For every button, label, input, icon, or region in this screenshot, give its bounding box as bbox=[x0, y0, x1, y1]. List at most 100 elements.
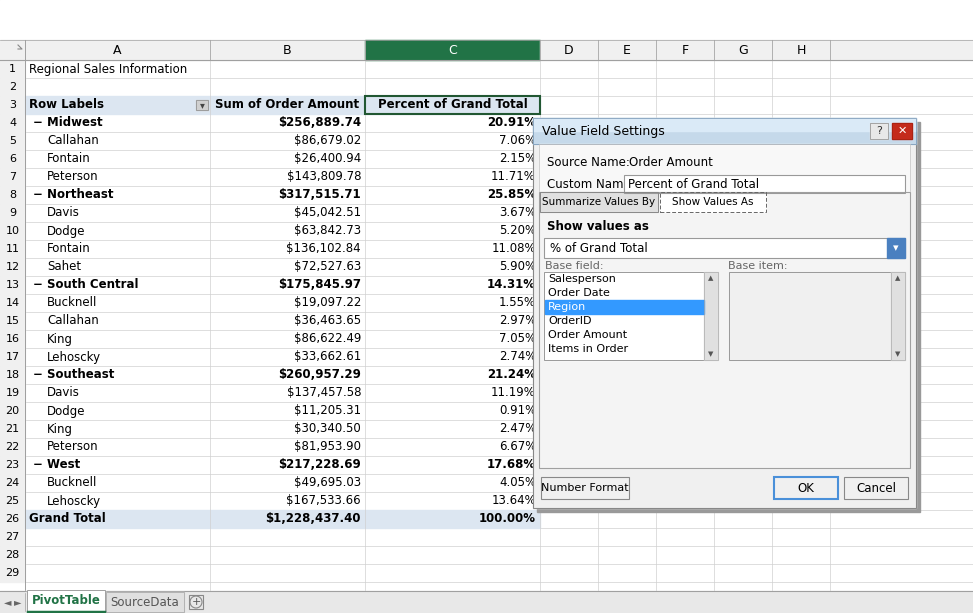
Text: 15: 15 bbox=[6, 316, 19, 326]
Text: 2.97%: 2.97% bbox=[498, 314, 536, 327]
Text: Fontain: Fontain bbox=[47, 153, 90, 166]
Text: Order Date: Order Date bbox=[548, 288, 610, 298]
Text: Show values as: Show values as bbox=[547, 219, 649, 232]
Bar bbox=[189, 595, 203, 609]
Text: 2.74%: 2.74% bbox=[498, 351, 536, 364]
Bar bbox=[0, 438, 25, 456]
Text: Base item:: Base item: bbox=[729, 261, 788, 271]
Text: 12: 12 bbox=[6, 262, 19, 272]
Text: Number Format: Number Format bbox=[541, 483, 629, 493]
Text: $143,809.78: $143,809.78 bbox=[286, 170, 361, 183]
Bar bbox=[541, 477, 629, 499]
Bar bbox=[537, 122, 920, 512]
Text: 7.05%: 7.05% bbox=[499, 332, 536, 346]
Bar bbox=[729, 272, 905, 360]
Bar bbox=[544, 238, 905, 258]
Text: 7: 7 bbox=[9, 172, 17, 182]
Text: B: B bbox=[283, 44, 292, 56]
Bar bbox=[25, 96, 540, 114]
Bar bbox=[533, 118, 916, 144]
Text: Items in Order: Items in Order bbox=[548, 344, 629, 354]
Bar bbox=[0, 168, 25, 186]
Text: E: E bbox=[623, 44, 631, 56]
Text: 8: 8 bbox=[9, 190, 17, 200]
Text: ▾: ▾ bbox=[893, 243, 899, 253]
Text: $86,679.02: $86,679.02 bbox=[294, 134, 361, 148]
Text: 5.90%: 5.90% bbox=[499, 261, 536, 273]
Text: 21.24%: 21.24% bbox=[487, 368, 536, 381]
Text: $81,953.90: $81,953.90 bbox=[294, 441, 361, 454]
Text: $19,097.22: $19,097.22 bbox=[294, 297, 361, 310]
Bar bbox=[0, 186, 25, 204]
Text: ✕: ✕ bbox=[897, 126, 907, 136]
Text: Grand Total: Grand Total bbox=[29, 512, 106, 525]
Text: Regional Sales Information: Regional Sales Information bbox=[29, 63, 187, 75]
Text: +: + bbox=[192, 597, 200, 607]
Text: Base field:: Base field: bbox=[545, 261, 603, 271]
Bar bbox=[703, 272, 717, 360]
Bar bbox=[0, 312, 25, 330]
Text: 7.06%: 7.06% bbox=[499, 134, 536, 148]
Text: $317,515.71: $317,515.71 bbox=[278, 189, 361, 202]
Bar bbox=[540, 192, 658, 212]
Text: $36,463.65: $36,463.65 bbox=[294, 314, 361, 327]
Text: 10: 10 bbox=[6, 226, 19, 236]
Text: $30,340.50: $30,340.50 bbox=[294, 422, 361, 435]
Bar bbox=[533, 118, 916, 131]
Text: Order Amount: Order Amount bbox=[548, 330, 628, 340]
Text: ▼: ▼ bbox=[707, 351, 713, 357]
Text: $256,889.74: $256,889.74 bbox=[278, 116, 361, 129]
Bar bbox=[774, 477, 838, 499]
Text: 23: 23 bbox=[6, 460, 19, 470]
Bar bbox=[540, 40, 598, 60]
Text: C: C bbox=[449, 44, 457, 56]
Text: Callahan: Callahan bbox=[47, 134, 98, 148]
Text: 28: 28 bbox=[6, 550, 19, 560]
Text: ◄: ◄ bbox=[4, 597, 12, 607]
Bar bbox=[0, 546, 25, 564]
Text: ▲: ▲ bbox=[707, 275, 713, 281]
Bar bbox=[0, 402, 25, 420]
Bar bbox=[539, 144, 910, 468]
Bar bbox=[106, 592, 184, 612]
Text: 18: 18 bbox=[6, 370, 19, 380]
Bar bbox=[844, 477, 908, 499]
Text: Show Values As: Show Values As bbox=[672, 197, 754, 207]
Text: 22: 22 bbox=[6, 442, 19, 452]
Text: 11.19%: 11.19% bbox=[491, 387, 536, 400]
Bar bbox=[891, 272, 905, 360]
Text: D: D bbox=[564, 44, 574, 56]
Bar bbox=[0, 78, 25, 96]
Text: Region: Region bbox=[548, 302, 587, 312]
Bar bbox=[891, 272, 905, 360]
Bar bbox=[0, 420, 25, 438]
Text: ?: ? bbox=[876, 126, 882, 136]
Text: % of Grand Total: % of Grand Total bbox=[550, 242, 648, 254]
Text: 13.64%: 13.64% bbox=[491, 495, 536, 508]
Bar bbox=[25, 510, 540, 528]
Text: Bucknell: Bucknell bbox=[47, 476, 97, 490]
Bar bbox=[772, 40, 830, 60]
Bar bbox=[544, 272, 717, 360]
Bar bbox=[892, 123, 912, 139]
Text: 5.20%: 5.20% bbox=[499, 224, 536, 237]
Bar bbox=[533, 118, 916, 508]
Text: Davis: Davis bbox=[47, 207, 80, 219]
Bar bbox=[887, 238, 905, 258]
Bar bbox=[106, 592, 184, 612]
Bar bbox=[624, 175, 905, 193]
Text: ►: ► bbox=[15, 597, 21, 607]
Text: OK: OK bbox=[798, 481, 814, 495]
Text: Dodge: Dodge bbox=[47, 224, 86, 237]
Bar bbox=[545, 300, 703, 314]
Bar bbox=[0, 528, 25, 546]
Bar bbox=[544, 272, 717, 360]
Bar bbox=[0, 384, 25, 402]
Text: 11.08%: 11.08% bbox=[491, 243, 536, 256]
Text: F: F bbox=[681, 44, 689, 56]
Bar bbox=[365, 96, 540, 114]
Bar bbox=[0, 204, 25, 222]
Text: $63,842.73: $63,842.73 bbox=[294, 224, 361, 237]
Bar bbox=[0, 258, 25, 276]
Text: $86,622.49: $86,622.49 bbox=[294, 332, 361, 346]
